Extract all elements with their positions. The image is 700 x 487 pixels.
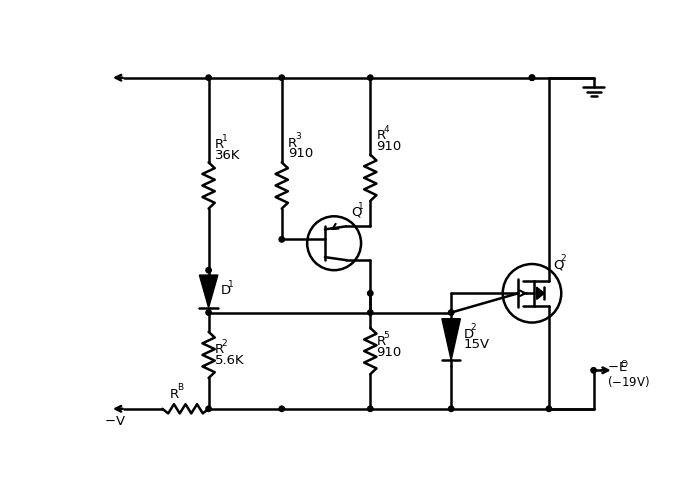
Text: 4: 4	[384, 125, 389, 133]
Circle shape	[449, 310, 454, 315]
Text: 910: 910	[377, 140, 402, 153]
Text: 1: 1	[358, 202, 364, 210]
Text: 910: 910	[377, 346, 402, 359]
Circle shape	[368, 406, 373, 412]
Text: Q: Q	[351, 206, 361, 219]
Text: 15V: 15V	[463, 338, 489, 352]
Polygon shape	[199, 275, 218, 308]
Text: 3: 3	[295, 132, 300, 141]
Text: 5: 5	[384, 331, 389, 340]
Circle shape	[206, 267, 211, 273]
Circle shape	[546, 406, 552, 412]
Circle shape	[206, 75, 211, 80]
Text: B: B	[177, 383, 183, 393]
Text: D: D	[221, 284, 231, 298]
Text: R: R	[377, 336, 386, 348]
Text: 5.6K: 5.6K	[215, 354, 244, 367]
Text: O: O	[621, 359, 628, 369]
Circle shape	[368, 291, 373, 296]
Circle shape	[279, 237, 284, 242]
Circle shape	[449, 406, 454, 412]
Text: 1: 1	[228, 280, 234, 289]
Text: 2: 2	[561, 254, 566, 263]
Text: 910: 910	[288, 148, 313, 160]
Text: 1: 1	[222, 134, 228, 143]
Text: $-$V: $-$V	[104, 414, 126, 428]
Text: 36K: 36K	[215, 149, 240, 162]
Text: ($-$19V): ($-$19V)	[608, 374, 650, 389]
Text: Q: Q	[554, 258, 564, 271]
Circle shape	[591, 368, 596, 373]
Circle shape	[206, 310, 211, 315]
Text: R: R	[215, 343, 224, 356]
Text: 2: 2	[222, 338, 228, 348]
Text: R: R	[215, 138, 224, 151]
Circle shape	[529, 75, 535, 80]
Polygon shape	[442, 318, 461, 360]
Text: R: R	[377, 129, 386, 142]
Circle shape	[279, 75, 284, 80]
Circle shape	[368, 310, 373, 315]
Text: D: D	[463, 328, 474, 340]
Circle shape	[279, 406, 284, 412]
Circle shape	[206, 406, 211, 412]
Circle shape	[529, 75, 535, 80]
Text: $-$E: $-$E	[608, 361, 628, 375]
Circle shape	[368, 75, 373, 80]
Polygon shape	[537, 287, 545, 300]
Text: R: R	[288, 137, 297, 150]
Text: R: R	[170, 389, 179, 401]
Text: 2: 2	[470, 323, 476, 332]
